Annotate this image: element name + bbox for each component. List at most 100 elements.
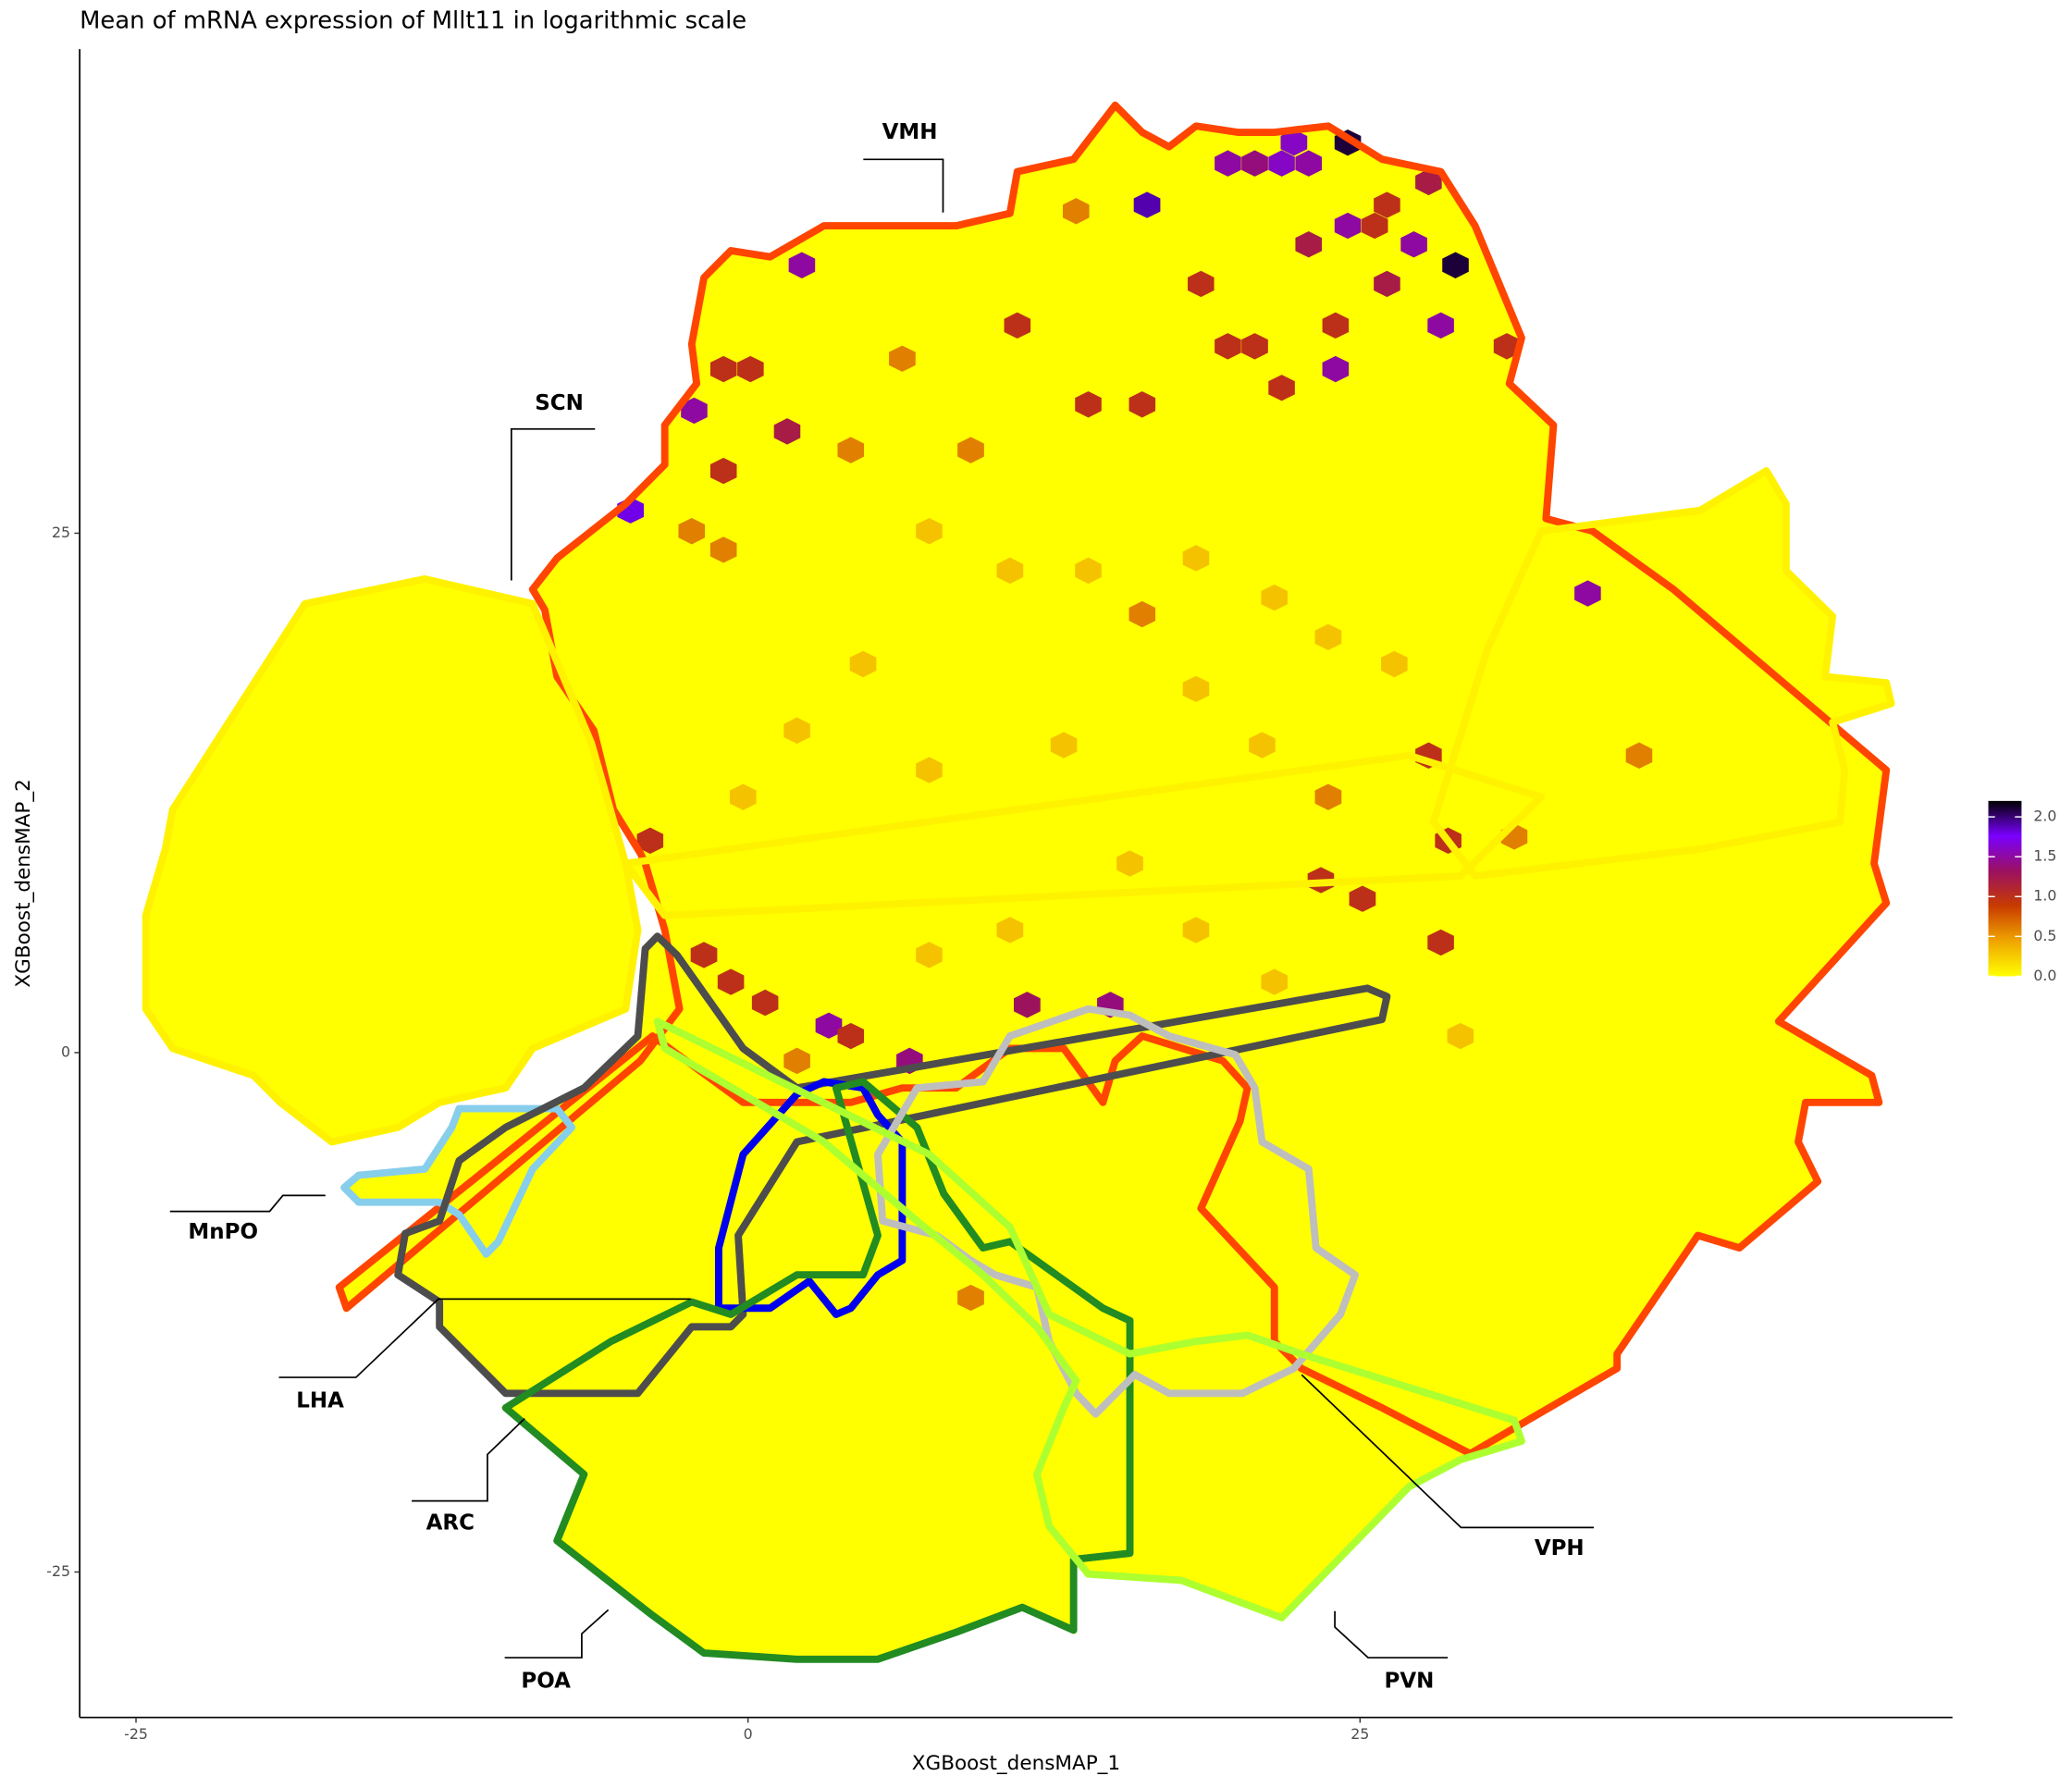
hex <box>1261 968 1288 995</box>
region-label: ARC <box>426 1511 475 1536</box>
leader-line <box>278 1298 691 1378</box>
hex <box>1322 312 1350 339</box>
x-tick-label: 0 <box>744 1725 753 1743</box>
hex <box>916 757 943 783</box>
y-tick-label: -25 <box>46 1562 70 1580</box>
colorbar: 0.0 0.5 1.0 1.5 2.0 <box>1988 800 2056 984</box>
hex <box>1415 168 1442 196</box>
hex <box>837 437 865 463</box>
hex <box>1004 312 1031 339</box>
region-label: POA <box>521 1669 571 1693</box>
hex <box>916 518 943 545</box>
leader-line <box>412 1417 525 1502</box>
hex <box>1493 333 1521 360</box>
hex <box>1063 198 1090 225</box>
region-outline <box>142 574 642 1146</box>
hex <box>1322 355 1350 383</box>
hex <box>678 518 706 545</box>
colorbar-tick-label: 1.5 <box>2033 847 2056 865</box>
region-label: VMH <box>882 120 938 144</box>
hex <box>709 536 737 563</box>
hex <box>916 942 943 968</box>
hex <box>690 942 718 968</box>
hex <box>730 783 757 810</box>
hex <box>783 717 810 744</box>
hex <box>1381 650 1408 678</box>
colorbar-tick-label: 0.0 <box>2033 967 2056 984</box>
colorbar-tick-label: 1.0 <box>2033 887 2056 905</box>
hex <box>957 437 984 463</box>
hex <box>1268 375 1295 401</box>
y-tick-label: 0 <box>61 1042 70 1060</box>
hex <box>1075 557 1102 585</box>
hex <box>1400 230 1427 258</box>
x-tick-label: -25 <box>124 1725 148 1743</box>
hex <box>1215 333 1241 360</box>
hex <box>1116 850 1143 877</box>
leader-line <box>169 1194 326 1213</box>
region-label: MnPO <box>188 1220 258 1244</box>
hex <box>1361 212 1388 240</box>
region-outline <box>340 1104 576 1258</box>
hex <box>1182 917 1210 944</box>
hex <box>783 1047 810 1075</box>
region-outline <box>715 1078 906 1318</box>
hex <box>1133 191 1161 218</box>
hex <box>849 650 877 678</box>
hex <box>1241 333 1268 360</box>
region-outline <box>653 1018 1525 1622</box>
hex <box>957 1284 984 1312</box>
hex <box>889 345 916 372</box>
hex <box>1249 732 1276 758</box>
hex <box>681 397 708 425</box>
hex <box>1295 150 1323 177</box>
region-label: LHA <box>296 1388 344 1412</box>
x-axis-title: XGBoost_densMAP_1 <box>912 1752 1120 1775</box>
region-label: PVN <box>1385 1669 1435 1693</box>
hex <box>709 355 737 383</box>
hex <box>1280 130 1308 156</box>
hex <box>1314 623 1342 650</box>
y-tick-label: 25 <box>52 524 70 541</box>
leader-line <box>510 427 596 581</box>
leader-line <box>1334 1610 1449 1659</box>
hex <box>996 557 1024 585</box>
hex <box>1625 742 1653 769</box>
region-label: VPH <box>1535 1536 1585 1560</box>
hex <box>1182 675 1210 703</box>
x-tick-label: 25 <box>1350 1725 1369 1743</box>
colorbar-gradient <box>1988 800 2022 977</box>
hex <box>1334 212 1362 240</box>
hex <box>737 355 764 383</box>
hex <box>1215 150 1241 177</box>
y-axis-title: XGBoost_densMAP_2 <box>12 779 35 987</box>
hex <box>1075 391 1102 418</box>
hex <box>1261 584 1288 611</box>
hex <box>1349 885 1376 912</box>
region-outlines <box>142 101 1895 1663</box>
hex <box>1442 252 1469 278</box>
hex <box>815 1012 843 1039</box>
leader-line <box>1301 1374 1595 1529</box>
hex <box>1314 783 1342 810</box>
hex <box>837 1022 865 1050</box>
region-outline <box>874 1005 1359 1418</box>
chart-title: Mean of mRNA expression of Mllt11 in log… <box>80 6 746 34</box>
region-outline <box>1429 467 1895 880</box>
colorbar-tick-label: 0.5 <box>2033 927 2056 944</box>
hex <box>1050 732 1078 758</box>
hex <box>1427 312 1454 339</box>
hex <box>1574 580 1601 607</box>
hex <box>709 457 737 485</box>
hex <box>1014 992 1041 1018</box>
leader-line <box>863 158 944 213</box>
hex <box>1187 270 1215 298</box>
hex <box>1128 600 1156 628</box>
region-fills <box>142 101 1894 1662</box>
region-outline <box>622 751 1546 919</box>
leader-line <box>504 1609 610 1659</box>
axes: -25 0 25 -25 0 25 <box>46 524 1369 1743</box>
hex <box>1268 150 1295 177</box>
hex <box>1427 929 1454 956</box>
